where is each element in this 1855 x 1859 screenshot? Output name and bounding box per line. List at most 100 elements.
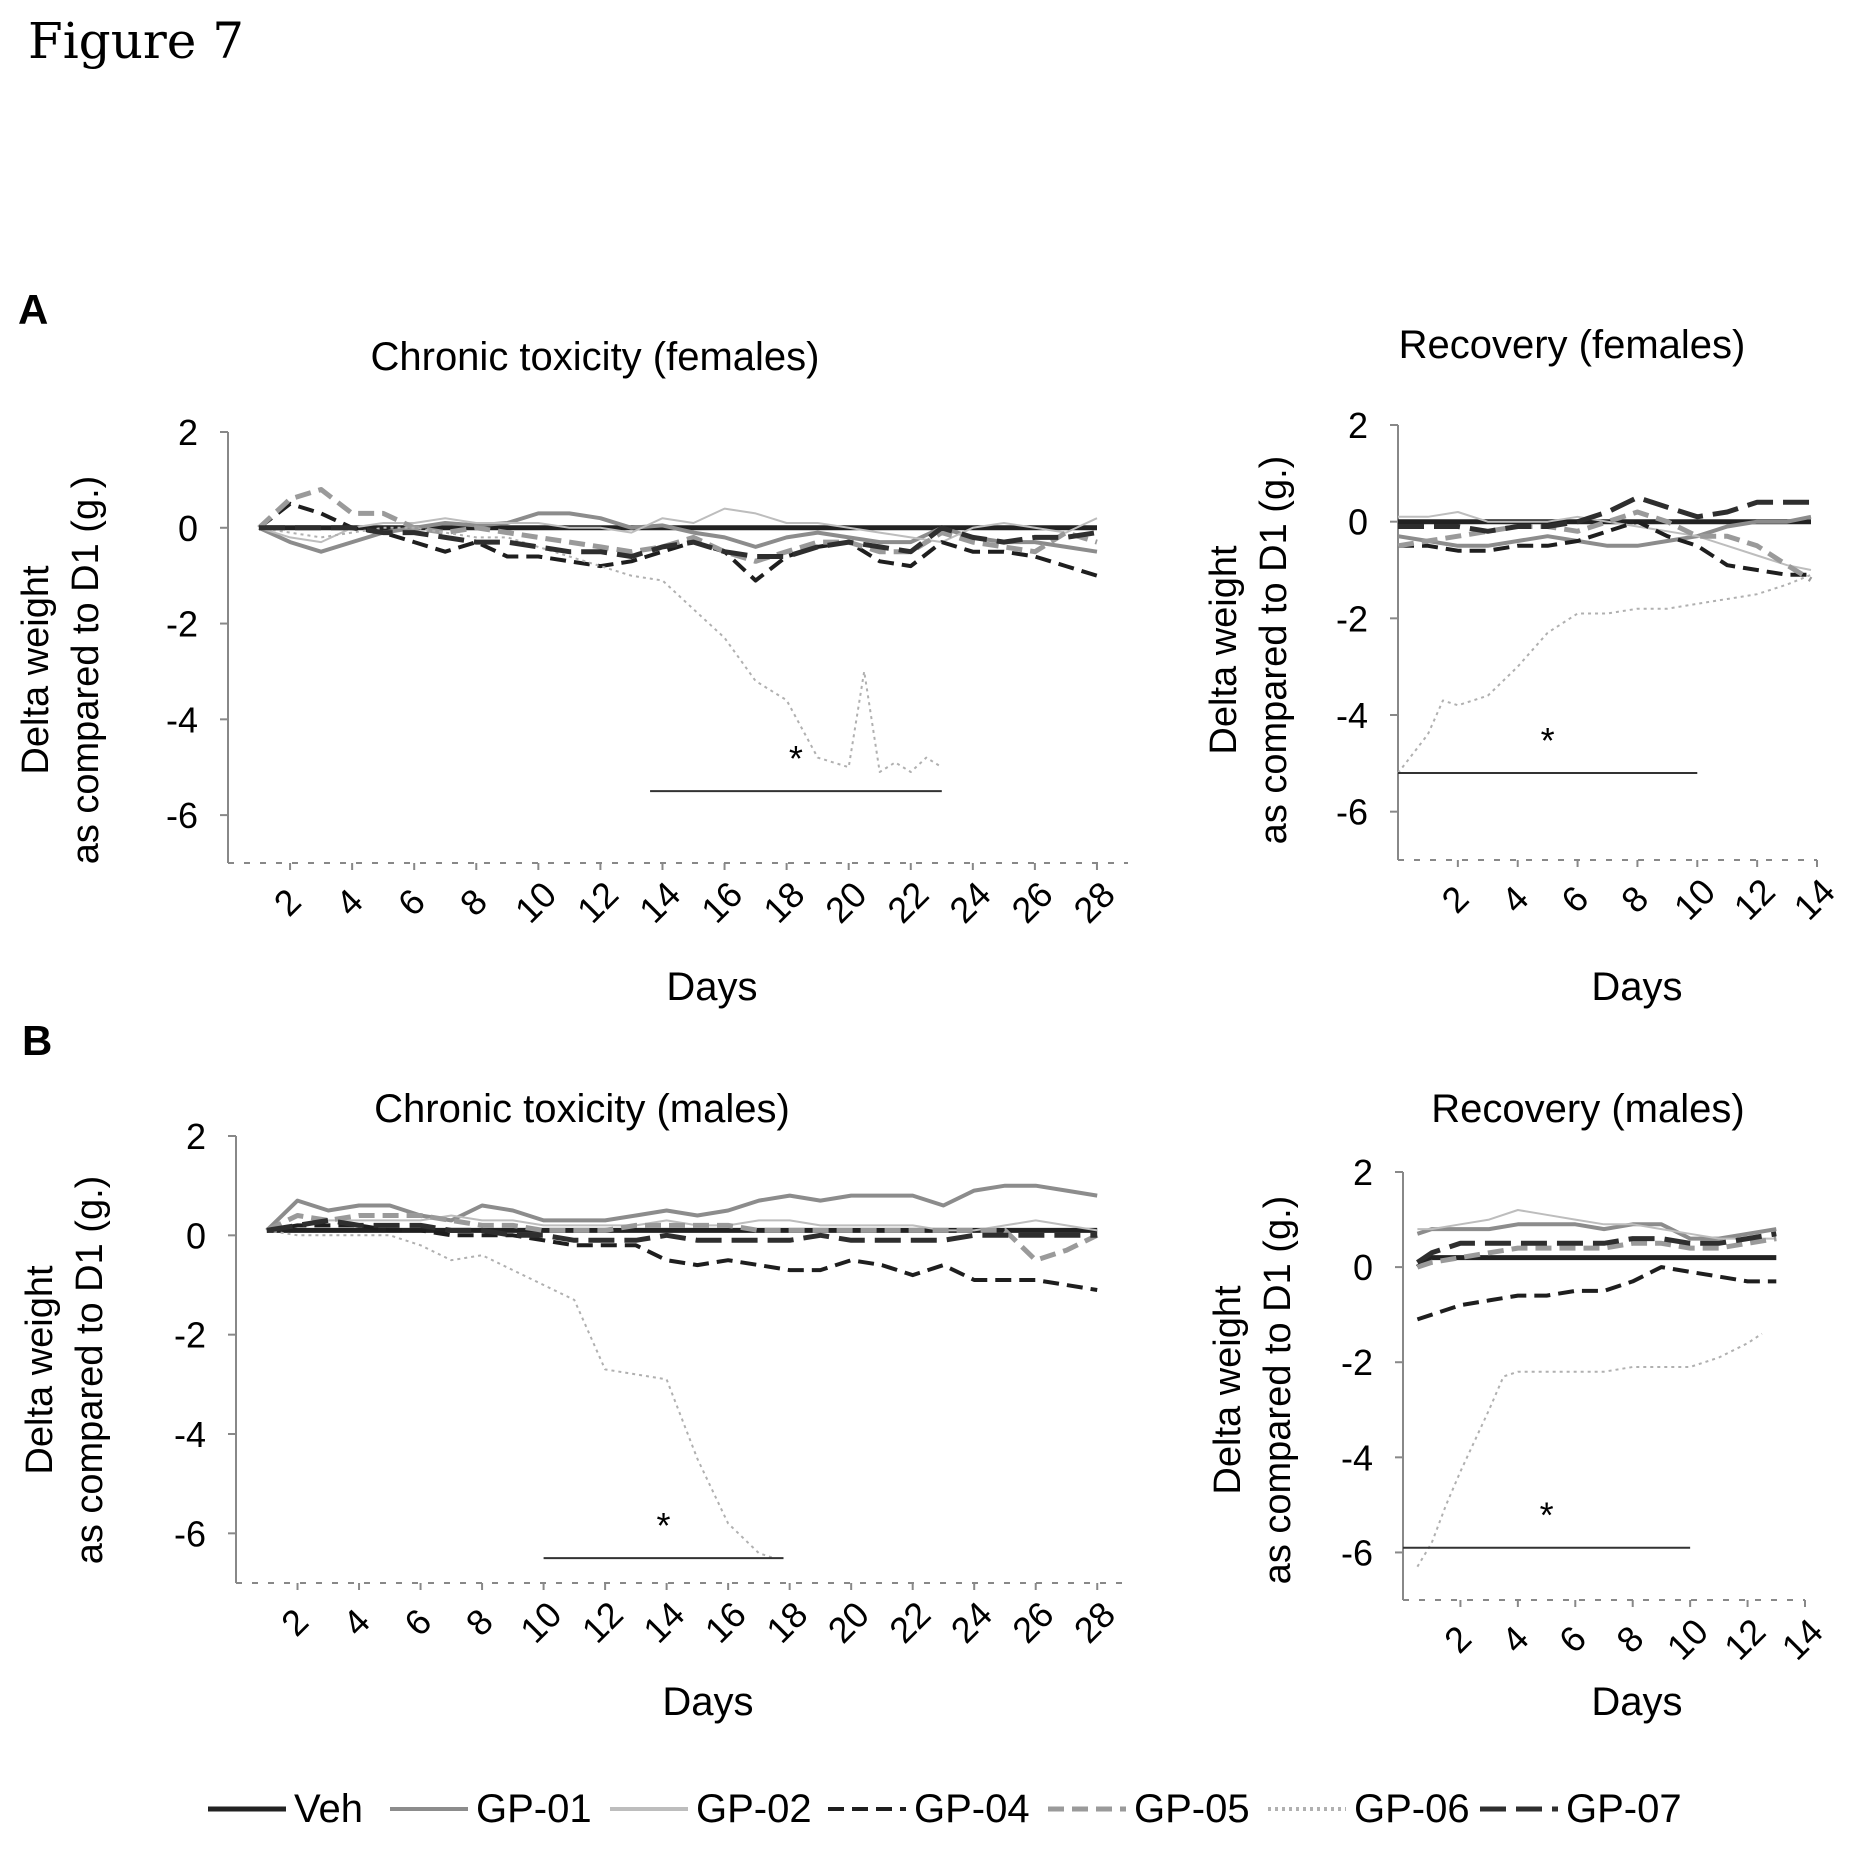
y-tick-label: -4 <box>174 1414 206 1455</box>
x-tick-label: 12 <box>1726 871 1783 928</box>
x-tick-label: 18 <box>755 874 812 931</box>
y-tick-label: -6 <box>174 1513 206 1554</box>
y-tick-label: 0 <box>178 508 198 549</box>
x-tick-label: 4 <box>328 881 371 924</box>
x-tick-label: 24 <box>941 874 998 931</box>
x-tick-label: 12 <box>1716 1611 1773 1668</box>
x-axis-label: Days <box>666 965 757 1009</box>
series-line-gp-07 <box>1398 495 1811 534</box>
y-axis-label-line1: Delta weight <box>1203 545 1245 755</box>
series-line-gp-02 <box>1398 511 1812 571</box>
y-axis-label-line2: as compared to D1 (g.) <box>1257 1196 1299 1585</box>
x-axis-label: Days <box>1591 965 1682 1009</box>
series-line-gp-01 <box>265 1183 1098 1232</box>
x-tick-label: 10 <box>1666 871 1723 928</box>
y-tick-label: -2 <box>1341 1342 1373 1383</box>
y-axis-label-line1: Delta weight <box>15 565 57 775</box>
x-tick-label: 12 <box>574 1594 631 1651</box>
x-tick-label: 26 <box>1003 874 1060 931</box>
legend-label-gp-05: GP-05 <box>1134 1787 1250 1831</box>
x-tick-label: 4 <box>335 1601 378 1644</box>
x-tick-label: 8 <box>458 1601 501 1644</box>
significance-asterisk: * <box>1540 1495 1554 1536</box>
y-tick-label: -4 <box>166 699 198 740</box>
significance-asterisk: * <box>657 1505 671 1546</box>
y-tick-label: -4 <box>1341 1437 1373 1478</box>
x-tick-label: 14 <box>1774 1611 1831 1668</box>
chart-1: Recovery (females)20-2-4-62 4 6 8 10 12 14Days… <box>1203 323 1843 1009</box>
y-tick-label: 2 <box>1353 1152 1373 1193</box>
x-tick-label: 2 <box>1436 1618 1479 1661</box>
x-tick-label: 8 <box>452 881 495 924</box>
y-tick-label: -2 <box>166 604 198 645</box>
legend-label-gp-02: GP-02 <box>696 1787 812 1831</box>
x-tick-label: 2 <box>273 1601 316 1644</box>
chart-3: Recovery (males)20-2-4-62 4 6 8 10 12 14DaysDe… <box>1207 1087 1831 1724</box>
y-tick-label: -6 <box>1336 792 1368 833</box>
panel-label-b: B <box>22 1017 52 1064</box>
legend-label-veh: Veh <box>294 1787 363 1831</box>
series-line-gp-04 <box>1416 1265 1777 1322</box>
x-tick-label: 6 <box>390 881 433 924</box>
x-tick-label: 24 <box>943 1594 1000 1651</box>
x-tick-label: 16 <box>693 874 750 931</box>
y-tick-label: 2 <box>186 1116 206 1157</box>
y-axis-label-line2: as compared to D1 (g.) <box>1253 456 1295 845</box>
y-tick-label: -2 <box>1336 598 1368 639</box>
x-tick-label: 4 <box>1493 1618 1536 1661</box>
legend-label-gp-06: GP-06 <box>1354 1787 1470 1831</box>
chart-title: Recovery (males) <box>1431 1087 1744 1131</box>
legend-label-gp-04: GP-04 <box>914 1787 1030 1831</box>
panel-label-a: A <box>18 286 48 333</box>
chart-0: Chronic toxicity (females)20-2-4-62 4 6 8 10… <box>15 335 1128 1009</box>
x-tick-label: 10 <box>512 1594 569 1651</box>
x-tick-label: 26 <box>1004 1594 1061 1651</box>
series-line-gp-04 <box>257 501 1098 583</box>
series-line-gp-05 <box>265 1213 1099 1263</box>
x-tick-label: 10 <box>1659 1611 1716 1668</box>
x-tick-label: 22 <box>879 874 936 931</box>
significance-asterisk: * <box>1541 720 1555 761</box>
x-tick-label: 4 <box>1493 878 1536 921</box>
x-tick-label: 14 <box>635 1594 692 1651</box>
y-tick-label: 0 <box>1348 502 1368 543</box>
series-line-gp-05 <box>257 487 1098 564</box>
y-axis-label-line1: Delta weight <box>1207 1285 1249 1495</box>
legend: Veh GP-01 GP-02 GP-04 GP-05 GP-06 GP-07 <box>208 1787 1682 1831</box>
x-tick-label: 16 <box>697 1594 754 1651</box>
series-line-gp-06 <box>266 1229 775 1560</box>
series-line-gp-06 <box>1397 573 1812 774</box>
series-line-gp-06 <box>1416 1332 1763 1568</box>
series-line-gp-01 <box>258 511 1098 554</box>
series-line-gp-02 <box>258 507 1098 544</box>
series-line-gp-04 <box>266 1223 1098 1292</box>
x-tick-label: 6 <box>1553 878 1596 921</box>
y-axis-label-line1: Delta weight <box>19 1265 61 1475</box>
x-axis-label: Days <box>662 1680 753 1724</box>
x-tick-label: 20 <box>817 874 874 931</box>
x-tick-label: 12 <box>569 874 626 931</box>
x-tick-label: 2 <box>266 881 309 924</box>
chart-title: Chronic toxicity (males) <box>374 1087 790 1131</box>
x-tick-label: 28 <box>1066 1594 1123 1651</box>
y-tick-label: 0 <box>186 1215 206 1256</box>
series-line-gp-04 <box>1398 519 1811 577</box>
x-tick-label: 8 <box>1613 878 1656 921</box>
y-tick-label: -2 <box>174 1315 206 1356</box>
x-tick-label: 10 <box>507 874 564 931</box>
x-tick-label: 6 <box>1551 1618 1594 1661</box>
series-line-gp-07 <box>266 1217 1098 1243</box>
y-tick-label: -6 <box>166 795 198 836</box>
figure-title: Figure 7 <box>28 12 244 70</box>
y-tick-label: -6 <box>1341 1532 1373 1573</box>
x-axis-label: Days <box>1591 1680 1682 1724</box>
legend-label-gp-07: GP-07 <box>1566 1787 1682 1831</box>
series-line-gp-07 <box>1416 1231 1777 1265</box>
y-axis-label-line2: as compared to D1 (g.) <box>69 1176 111 1565</box>
y-tick-label: 2 <box>1348 405 1368 446</box>
y-tick-label: 2 <box>178 412 198 453</box>
x-tick-label: 14 <box>631 874 688 931</box>
series-line-gp-02 <box>1417 1209 1777 1240</box>
x-tick-label: 18 <box>758 1594 815 1651</box>
